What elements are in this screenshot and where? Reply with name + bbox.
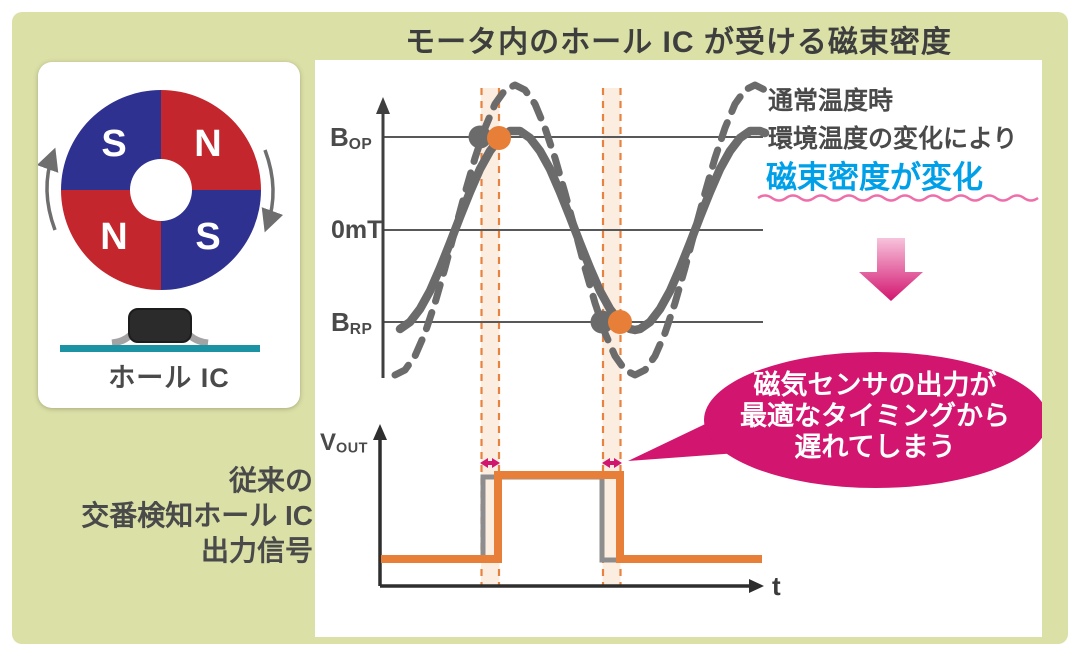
rotation-arrow-right-icon	[261, 149, 284, 233]
brp-dot-shifted	[608, 310, 632, 334]
flux-y-axis	[376, 97, 390, 378]
page-title: モータ内のホール IC が受ける磁束密度	[405, 26, 952, 59]
pole-label-n-top: N	[194, 123, 221, 165]
hall-ic-caption: ホール IC	[108, 363, 230, 393]
bop-axis-label: BOP	[330, 122, 373, 153]
output-axes	[373, 424, 764, 593]
legend-normal-temp: 通常温度時	[768, 87, 894, 115]
pole-label-s-bottom: S	[195, 216, 220, 258]
pole-label-n-bottom: N	[100, 216, 127, 258]
time-axis-label: t	[772, 571, 781, 601]
highlight-underline	[757, 194, 1039, 202]
bop-dot-shifted	[487, 126, 511, 150]
bop-dot-normal	[468, 125, 492, 149]
rotation-arrow-left-icon	[38, 147, 59, 231]
flux-curve-temp-changed	[395, 126, 770, 335]
brp-axis-label: BRP	[331, 307, 373, 338]
callout-bubble	[628, 352, 1042, 488]
legend-flux-changes-highlight: 磁束密度が変化	[766, 160, 983, 195]
delay-arrow-2	[602, 458, 622, 468]
output-signal-label: 従来の 交番検知ホール IC 出力信号	[81, 465, 313, 566]
brp-dot-normal	[590, 310, 614, 334]
pole-label-s-top: S	[101, 123, 126, 165]
ring-magnet-illustration: S N N S	[38, 90, 284, 352]
output-wave-delayed	[381, 471, 762, 563]
legend-temp-change: 環境温度の変化により	[768, 125, 1018, 153]
hall-ic-package-icon	[60, 308, 260, 352]
chart-panel	[315, 60, 1042, 637]
down-arrow-icon	[859, 238, 923, 301]
ring-magnet: S N N S	[61, 90, 261, 290]
vout-axis-label: VOUT	[320, 429, 368, 457]
output-wave-normal	[381, 474, 762, 563]
zero-mt-axis-label: 0mT	[331, 216, 383, 244]
delay-arrow-1	[480, 458, 500, 468]
callout-text: 磁気センサの出力が 最適なタイミングから 遅れてしまう	[740, 370, 1010, 462]
flux-and-output-chart	[373, 81, 1042, 593]
